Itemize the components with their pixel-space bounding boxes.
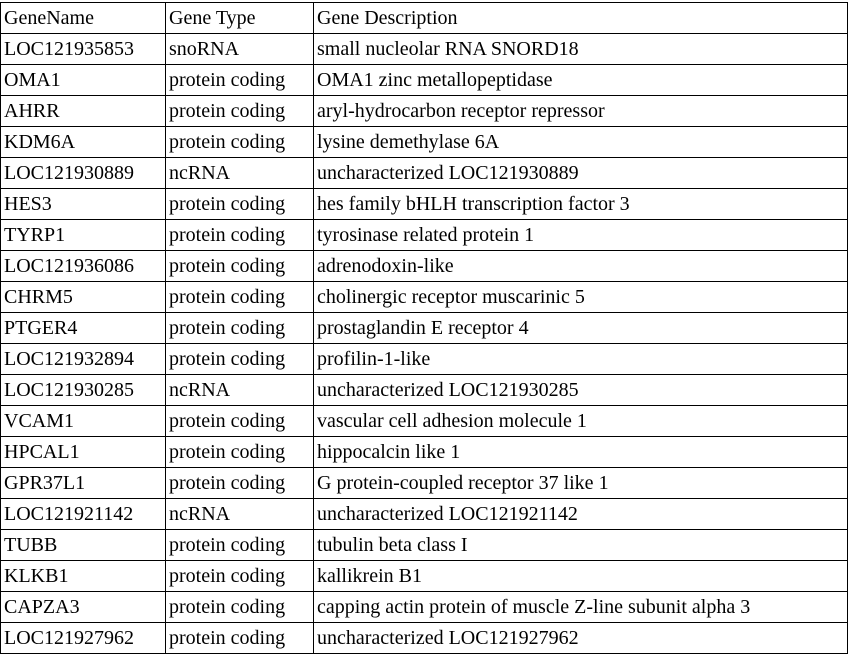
gene-description-cell: profilin-1-like <box>313 343 848 375</box>
gene-type-cell: ncRNA <box>165 498 314 530</box>
gene-description-cell: uncharacterized LOC121927962 <box>313 622 848 654</box>
table-row: LOC121921142 ncRNA uncharacterized LOC1219… <box>0 498 848 530</box>
gene-type-cell: ncRNA <box>165 374 314 406</box>
gene-description-cell: tyrosinase related protein 1 <box>313 219 848 251</box>
gene-type-cell: protein coding <box>165 622 314 654</box>
gene-description-cell: tubulin beta class I <box>313 529 848 561</box>
table-row: LOC121927962 protein coding uncharacterize… <box>0 622 848 654</box>
gene-description-cell: uncharacterized LOC121930889 <box>313 157 848 189</box>
gene-description-cell: kallikrein B1 <box>313 560 848 592</box>
gene-name-cell: AHRR <box>0 95 166 127</box>
gene-type-cell: protein coding <box>165 95 314 127</box>
table-row: AHRR protein coding aryl-hydrocarbon recep… <box>0 95 848 127</box>
gene-type-cell: protein coding <box>165 64 314 96</box>
gene-type-cell: protein coding <box>165 250 314 282</box>
gene-description-cell: G protein-coupled receptor 37 like 1 <box>313 467 848 499</box>
gene-description-cell: capping actin protein of muscle Z-line s… <box>313 591 848 623</box>
table-row: VCAM1 protein coding vascular cell adhesio… <box>0 405 848 437</box>
gene-name-cell: TUBB <box>0 529 166 561</box>
gene-description-cell: prostaglandin E receptor 4 <box>313 312 848 344</box>
table-row: KDM6A protein coding lysine demethylase 6A <box>0 126 848 158</box>
gene-name-cell: LOC121921142 <box>0 498 166 530</box>
gene-name-cell: KLKB1 <box>0 560 166 592</box>
gene-type-cell: protein coding <box>165 405 314 437</box>
gene-name-cell: GPR37L1 <box>0 467 166 499</box>
table-row: TUBB protein coding tubulin beta class I <box>0 529 848 561</box>
gene-type-cell: protein coding <box>165 188 314 220</box>
gene-name-cell: HPCAL1 <box>0 436 166 468</box>
gene-name-cell: PTGER4 <box>0 312 166 344</box>
gene-description-cell: lysine demethylase 6A <box>313 126 848 158</box>
header-gene-name: GeneName <box>0 2 166 34</box>
table-row: LOC121930889 ncRNA uncharacterized LOC1219… <box>0 157 848 189</box>
gene-description-cell: OMA1 zinc metallopeptidase <box>313 64 848 96</box>
gene-name-cell: OMA1 <box>0 64 166 96</box>
gene-name-cell: CAPZA3 <box>0 591 166 623</box>
gene-type-cell: protein coding <box>165 219 314 251</box>
gene-type-cell: protein coding <box>165 343 314 375</box>
gene-description-cell: uncharacterized LOC121921142 <box>313 498 848 530</box>
gene-description-cell: hippocalcin like 1 <box>313 436 848 468</box>
gene-name-cell: VCAM1 <box>0 405 166 437</box>
gene-type-cell: protein coding <box>165 591 314 623</box>
gene-description-cell: vascular cell adhesion molecule 1 <box>313 405 848 437</box>
gene-name-cell: HES3 <box>0 188 166 220</box>
gene-name-cell: LOC121935853 <box>0 33 166 65</box>
table-row: KLKB1 protein coding kallikrein B1 <box>0 560 848 592</box>
header-gene-description: Gene Description <box>313 2 848 34</box>
gene-type-cell: protein coding <box>165 126 314 158</box>
gene-type-cell: protein coding <box>165 281 314 313</box>
table-row: LOC121935853 snoRNA small nucleolar RNA SN… <box>0 33 848 65</box>
table-row: LOC121936086 protein coding adrenodoxin-li… <box>0 250 848 282</box>
gene-type-cell: snoRNA <box>165 33 314 65</box>
gene-name-cell: CHRM5 <box>0 281 166 313</box>
gene-name-cell: LOC121932894 <box>0 343 166 375</box>
gene-description-cell: cholinergic receptor muscarinic 5 <box>313 281 848 313</box>
table-row: CHRM5 protein coding cholinergic receptor … <box>0 281 848 313</box>
gene-description-cell: uncharacterized LOC121930285 <box>313 374 848 406</box>
gene-description-cell: aryl-hydrocarbon receptor repressor <box>313 95 848 127</box>
table-row: TYRP1 protein coding tyrosinase related pr… <box>0 219 848 251</box>
gene-type-cell: protein coding <box>165 529 314 561</box>
header-row: GeneName Gene Type Gene Description <box>0 2 848 34</box>
gene-name-cell: TYRP1 <box>0 219 166 251</box>
gene-name-cell: LOC121930889 <box>0 157 166 189</box>
gene-name-cell: KDM6A <box>0 126 166 158</box>
gene-type-cell: protein coding <box>165 560 314 592</box>
table-row: HES3 protein coding hes family bHLH transc… <box>0 188 848 220</box>
table-row: LOC121930285 ncRNA uncharacterized LOC1219… <box>0 374 848 406</box>
gene-description-cell: small nucleolar RNA SNORD18 <box>313 33 848 65</box>
table-row: OMA1 protein coding OMA1 zinc metallopepti… <box>0 64 848 96</box>
gene-name-cell: LOC121936086 <box>0 250 166 282</box>
gene-type-cell: protein coding <box>165 436 314 468</box>
table-row: LOC121932894 protein coding profilin-1-lik… <box>0 343 848 375</box>
gene-description-cell: hes family bHLH transcription factor 3 <box>313 188 848 220</box>
gene-description-cell: adrenodoxin-like <box>313 250 848 282</box>
table-row: HPCAL1 protein coding hippocalcin like 1 <box>0 436 848 468</box>
table-row: CAPZA3 protein coding capping actin protei… <box>0 591 848 623</box>
gene-name-cell: LOC121930285 <box>0 374 166 406</box>
header-gene-type: Gene Type <box>165 2 314 34</box>
table-body: LOC121935853 snoRNA small nucleolar RNA SN… <box>0 33 848 654</box>
gene-type-cell: protein coding <box>165 467 314 499</box>
gene-type-cell: protein coding <box>165 312 314 344</box>
table-row: GPR37L1 protein coding G protein-coupled r… <box>0 467 848 499</box>
table-row: PTGER4 protein coding prostaglandin E rece… <box>0 312 848 344</box>
gene-type-cell: ncRNA <box>165 157 314 189</box>
gene-name-cell: LOC121927962 <box>0 622 166 654</box>
